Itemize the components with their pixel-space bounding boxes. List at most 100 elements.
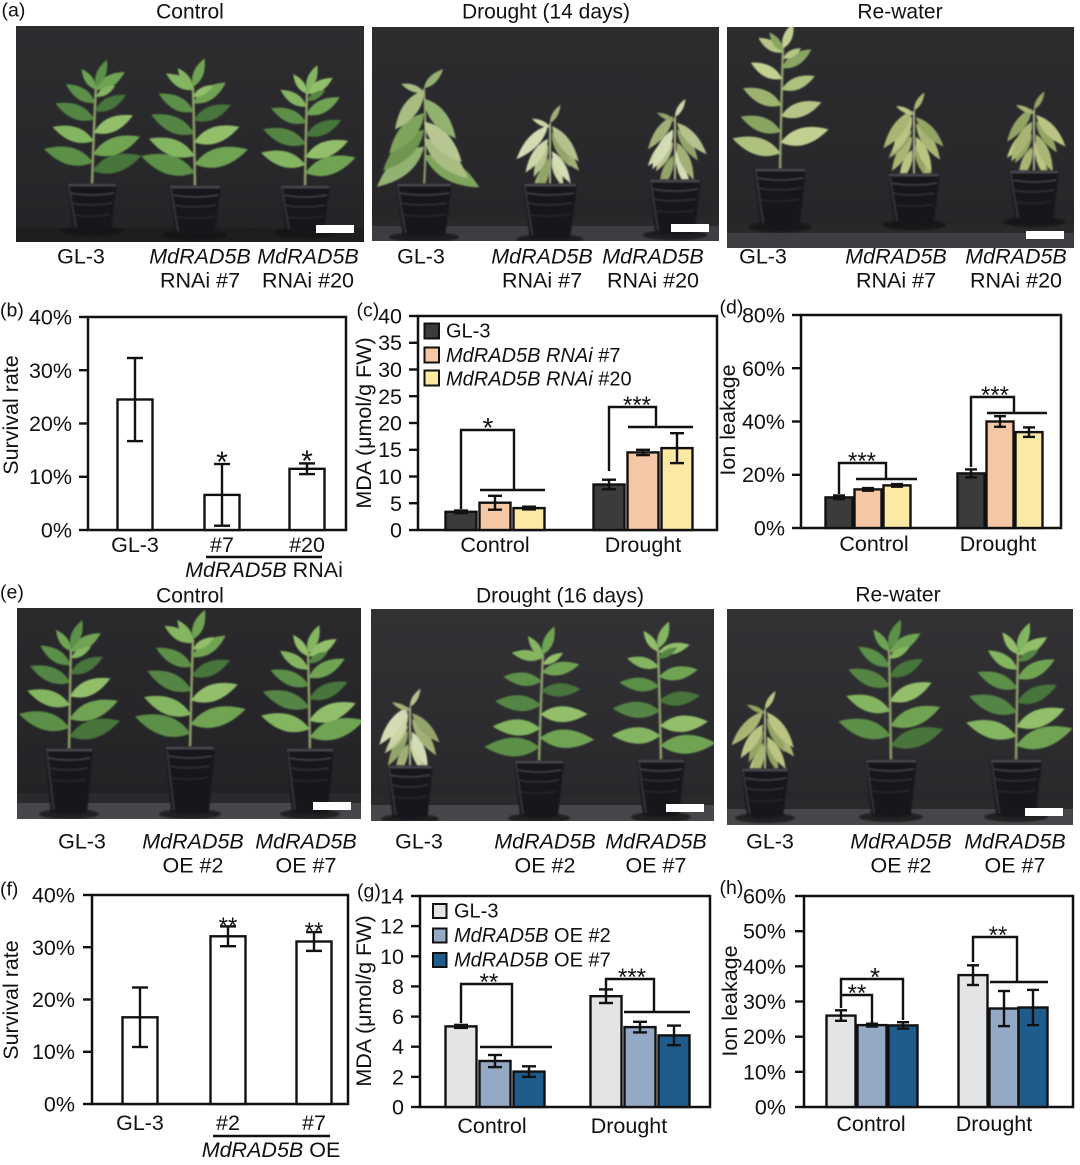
svg-text:(g): (g) xyxy=(357,881,381,903)
svg-text:40: 40 xyxy=(378,305,402,329)
svg-text:60%: 60% xyxy=(742,357,785,381)
svg-text:20%: 20% xyxy=(32,988,75,1012)
svg-text:***: *** xyxy=(848,448,876,475)
svg-text:GL-3: GL-3 xyxy=(395,830,443,854)
svg-text:MdRAD5B: MdRAD5B xyxy=(605,830,707,854)
svg-text:RNAi #20: RNAi #20 xyxy=(262,269,354,293)
svg-text:GL-3: GL-3 xyxy=(57,245,105,269)
svg-text:30%: 30% xyxy=(743,990,786,1014)
svg-text:RNAi #7: RNAi #7 xyxy=(502,269,582,293)
svg-text:Ion leakage: Ion leakage xyxy=(718,945,742,1056)
svg-text:Survival rate: Survival rate xyxy=(0,355,23,475)
svg-text:Control: Control xyxy=(156,1,224,24)
svg-text:20%: 20% xyxy=(29,412,72,436)
svg-text:20%: 20% xyxy=(742,463,785,487)
svg-text:0: 0 xyxy=(390,519,402,543)
svg-text:MdRAD5B: MdRAD5B xyxy=(142,830,244,854)
svg-text:MdRAD5B: MdRAD5B xyxy=(850,830,952,854)
svg-text:80%: 80% xyxy=(742,304,785,328)
svg-text:MdRAD5B: MdRAD5B xyxy=(845,245,947,269)
svg-text:MdRAD5B: MdRAD5B xyxy=(491,245,593,269)
svg-text:Control: Control xyxy=(836,1112,905,1136)
svg-text:Control: Control xyxy=(839,532,908,556)
svg-text:MdRAD5B OE: MdRAD5B OE xyxy=(202,1138,341,1162)
svg-text:Drought: Drought xyxy=(960,532,1037,556)
svg-text:Drought: Drought xyxy=(591,1114,668,1138)
svg-text:MdRAD5B RNAi #20: MdRAD5B RNAi #20 xyxy=(446,369,632,391)
svg-text:40%: 40% xyxy=(742,410,785,434)
svg-text:(c): (c) xyxy=(357,300,380,322)
svg-text:40%: 40% xyxy=(32,884,75,908)
svg-text:0%: 0% xyxy=(755,1096,786,1120)
svg-text:Drought: Drought xyxy=(605,533,682,557)
svg-text:Ion leakage: Ion leakage xyxy=(716,364,740,475)
svg-text:30: 30 xyxy=(378,358,402,382)
svg-text:#7: #7 xyxy=(302,1111,326,1135)
svg-text:MdRAD5B: MdRAD5B xyxy=(494,830,596,854)
svg-text:(b): (b) xyxy=(0,300,24,322)
svg-text:(e): (e) xyxy=(0,582,24,604)
svg-text:OE #2: OE #2 xyxy=(871,854,932,878)
svg-text:(a): (a) xyxy=(2,0,26,22)
svg-text:0: 0 xyxy=(392,1096,404,1120)
svg-text:GL-3: GL-3 xyxy=(446,321,490,343)
svg-text:10: 10 xyxy=(380,945,404,969)
svg-text:RNAi #20: RNAi #20 xyxy=(970,269,1062,293)
svg-text:50%: 50% xyxy=(743,920,786,944)
svg-text:Drought (14 days): Drought (14 days) xyxy=(462,1,630,24)
svg-text:Re-water: Re-water xyxy=(855,584,940,607)
svg-text:*: * xyxy=(870,962,880,992)
svg-text:60%: 60% xyxy=(743,885,786,909)
svg-text:GL-3: GL-3 xyxy=(454,901,498,923)
svg-text:10%: 10% xyxy=(743,1060,786,1084)
svg-text:35: 35 xyxy=(378,331,402,355)
svg-text:12: 12 xyxy=(380,915,404,939)
svg-text:GL-3: GL-3 xyxy=(116,1111,164,1135)
svg-text:Control: Control xyxy=(460,533,529,557)
svg-text:MdRAD5B OE #7: MdRAD5B OE #7 xyxy=(454,950,611,972)
svg-text:GL-3: GL-3 xyxy=(739,245,787,269)
svg-text:GL-3: GL-3 xyxy=(397,245,445,269)
svg-text:10%: 10% xyxy=(32,1040,75,1064)
svg-text:MdRAD5B RNAi #7: MdRAD5B RNAi #7 xyxy=(446,345,621,367)
svg-text:Survival rate: Survival rate xyxy=(0,940,23,1060)
svg-text:20: 20 xyxy=(378,412,402,436)
svg-text:5: 5 xyxy=(390,492,402,516)
svg-text:(h): (h) xyxy=(720,877,744,899)
svg-text:***: *** xyxy=(981,382,1009,409)
svg-text:8: 8 xyxy=(392,975,404,999)
svg-text:#7: #7 xyxy=(210,533,234,557)
svg-text:MdRAD5B: MdRAD5B xyxy=(965,245,1067,269)
svg-text:MDA (μmol/g FW): MDA (μmol/g FW) xyxy=(352,337,376,508)
svg-text:2: 2 xyxy=(392,1065,404,1089)
svg-text:OE #2: OE #2 xyxy=(163,854,224,878)
svg-text:25: 25 xyxy=(378,385,402,409)
svg-text:14: 14 xyxy=(380,885,404,909)
svg-text:Drought (16 days): Drought (16 days) xyxy=(476,585,644,608)
svg-text:6: 6 xyxy=(392,1005,404,1029)
svg-text:15: 15 xyxy=(378,438,402,462)
svg-text:30%: 30% xyxy=(32,936,75,960)
svg-text:*: * xyxy=(216,446,228,479)
svg-text:MDA (μmol/g FW): MDA (μmol/g FW) xyxy=(352,915,376,1086)
svg-text:OE #7: OE #7 xyxy=(276,854,337,878)
svg-text:10: 10 xyxy=(378,465,402,489)
svg-text:*: * xyxy=(483,412,494,443)
svg-text:MdRAD5B: MdRAD5B xyxy=(257,245,359,269)
svg-text:(d): (d) xyxy=(720,297,744,319)
svg-text:**: ** xyxy=(989,922,1008,949)
svg-text:GL-3: GL-3 xyxy=(746,830,794,854)
svg-text:40%: 40% xyxy=(743,955,786,979)
svg-text:MdRAD5B: MdRAD5B xyxy=(602,245,704,269)
svg-text:GL-3: GL-3 xyxy=(111,533,159,557)
svg-text:***: *** xyxy=(623,392,651,419)
svg-text:Drought: Drought xyxy=(956,1112,1033,1136)
svg-text:4: 4 xyxy=(392,1035,404,1059)
svg-text:0%: 0% xyxy=(41,519,72,543)
svg-text:MdRAD5B: MdRAD5B xyxy=(964,830,1066,854)
svg-text:GL-3: GL-3 xyxy=(58,830,106,854)
svg-text:MdRAD5B: MdRAD5B xyxy=(149,245,251,269)
svg-text:OE #7: OE #7 xyxy=(985,854,1046,878)
svg-text:Re-water: Re-water xyxy=(857,1,942,24)
svg-text:Control: Control xyxy=(156,585,224,608)
